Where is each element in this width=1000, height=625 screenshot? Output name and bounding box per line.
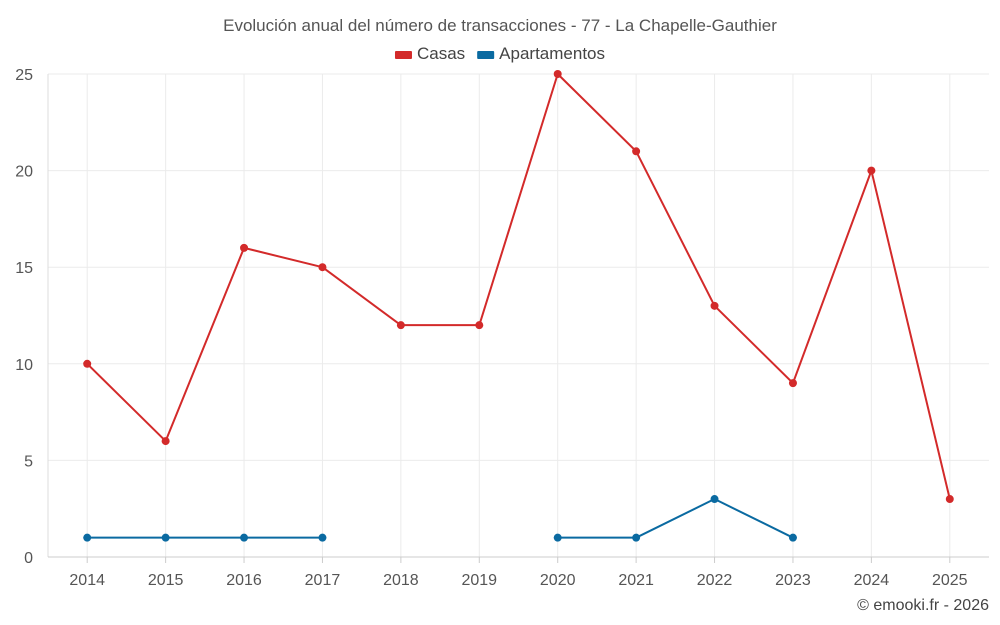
x-tick-label: 2014 xyxy=(69,572,105,589)
data-point[interactable] xyxy=(945,495,954,504)
data-point[interactable] xyxy=(475,321,484,330)
data-point[interactable] xyxy=(318,263,327,272)
y-tick-label: 25 xyxy=(15,67,33,84)
y-tick-label: 0 xyxy=(24,550,33,567)
legend-label: Casas xyxy=(417,44,465,63)
x-tick-label: 2021 xyxy=(618,572,654,589)
data-point[interactable] xyxy=(396,321,405,330)
legend-swatch xyxy=(394,51,412,59)
x-tick-label: 2017 xyxy=(305,572,341,589)
data-point[interactable] xyxy=(83,533,92,542)
x-tick-label: 2023 xyxy=(775,572,811,589)
x-tick-label: 2024 xyxy=(854,572,890,589)
x-tick-label: 2022 xyxy=(697,572,733,589)
x-tick-label: 2018 xyxy=(383,572,419,589)
data-point[interactable] xyxy=(161,533,170,542)
data-point[interactable] xyxy=(710,495,719,504)
data-point[interactable] xyxy=(318,533,327,542)
x-tick-label: 2025 xyxy=(932,572,968,589)
legend-label: Apartamentos xyxy=(499,44,605,63)
data-point[interactable] xyxy=(788,533,797,542)
data-point[interactable] xyxy=(788,379,797,388)
legend-item-casas[interactable]: Casas xyxy=(394,44,465,63)
data-point[interactable] xyxy=(240,533,249,542)
data-point[interactable] xyxy=(710,301,719,310)
legend-swatch xyxy=(477,51,495,59)
data-point[interactable] xyxy=(83,359,92,368)
series-layer xyxy=(83,70,954,542)
y-tick-label: 20 xyxy=(15,164,33,181)
data-point[interactable] xyxy=(632,147,641,156)
series-apartamentos xyxy=(83,495,797,542)
data-point[interactable] xyxy=(161,437,170,446)
chart-title: Evolución anual del número de transaccio… xyxy=(223,16,777,35)
data-point[interactable] xyxy=(240,243,249,252)
data-point[interactable] xyxy=(553,70,562,78)
series-casas xyxy=(83,70,954,504)
legend: Casas Apartamentos xyxy=(394,44,605,63)
x-tick-label: 2019 xyxy=(461,572,497,589)
x-tick-label: 2015 xyxy=(148,572,184,589)
series-line xyxy=(557,498,794,539)
y-tick-label: 10 xyxy=(15,357,33,374)
credit-text: © emooki.fr - 2026 xyxy=(857,597,989,614)
x-tick-label: 2020 xyxy=(540,572,576,589)
grid xyxy=(48,73,989,557)
series-line xyxy=(86,73,951,500)
data-point[interactable] xyxy=(632,533,641,542)
legend-item-apartamentos[interactable]: Apartamentos xyxy=(477,44,605,63)
data-point[interactable] xyxy=(867,166,876,175)
x-tick-label: 2016 xyxy=(226,572,262,589)
y-tick-label: 15 xyxy=(15,260,33,277)
y-tick-label: 5 xyxy=(24,453,33,470)
data-point[interactable] xyxy=(553,533,562,542)
